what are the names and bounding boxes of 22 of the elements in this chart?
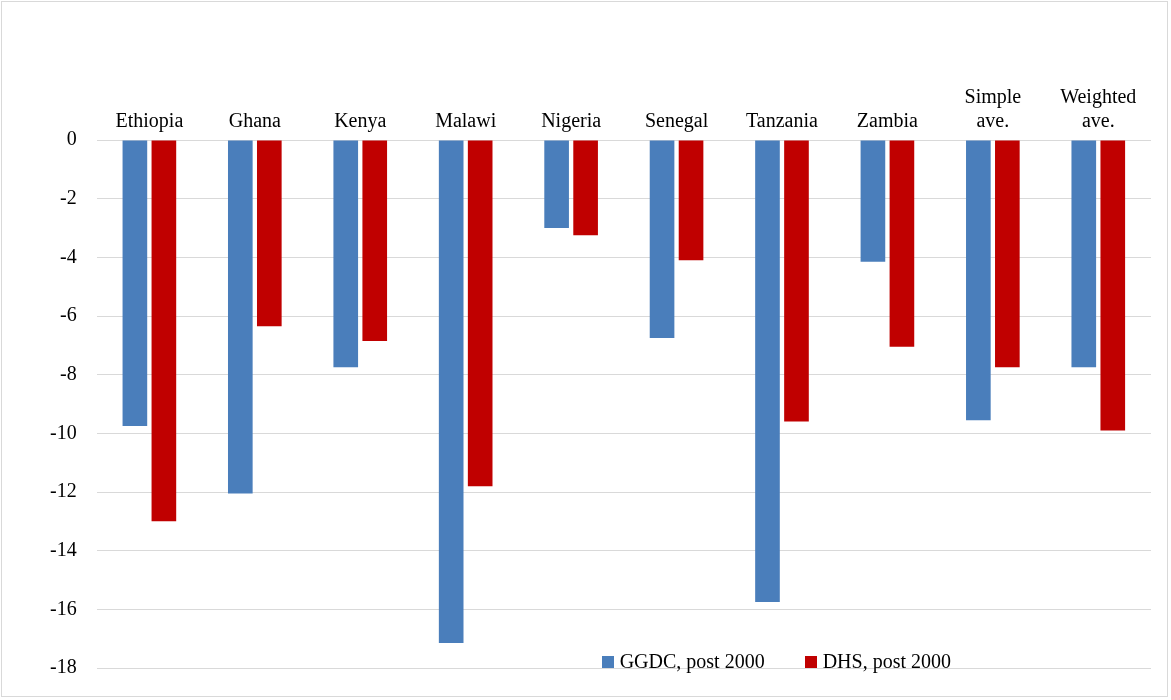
- y-tick-label: -2: [59, 185, 77, 208]
- x-tick-label: Simple ave.: [964, 85, 1022, 132]
- y-tick-label: -10: [49, 420, 77, 443]
- x-tick-label: Malawi: [435, 109, 497, 132]
- x-tick-label: Weighted ave.: [1060, 85, 1137, 132]
- legend-label: GGDC, post 2000: [619, 650, 765, 673]
- y-tick-label: -16: [49, 596, 77, 619]
- y-tick-label: -4: [59, 244, 77, 267]
- y-tick-label: -8: [59, 361, 77, 384]
- y-tick-label: 0: [66, 127, 77, 150]
- y-tick-label: -12: [49, 479, 77, 502]
- x-tick-label: Tanzania: [746, 109, 819, 132]
- y-tick-label: -14: [49, 537, 77, 560]
- x-tick-label: Ghana: [228, 109, 282, 132]
- x-tick-label: Kenya: [334, 109, 387, 133]
- x-tick-label: Nigeria: [541, 109, 602, 133]
- y-tick-label: -18: [49, 655, 77, 678]
- y-tick-label: -6: [59, 303, 77, 326]
- x-tick-label: Ethiopia: [115, 109, 184, 133]
- legend-label: DHS, post 2000: [822, 650, 951, 673]
- x-tick-label: Senegal: [644, 109, 709, 133]
- x-tick-label: Zambia: [856, 109, 919, 132]
